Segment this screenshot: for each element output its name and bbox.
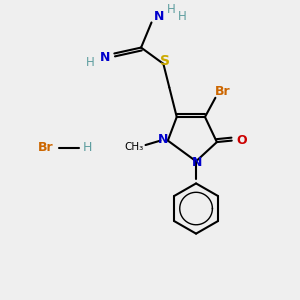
Text: CH₃: CH₃: [124, 142, 144, 152]
Text: S: S: [160, 54, 170, 68]
Text: N: N: [158, 133, 169, 146]
Text: Br: Br: [215, 85, 231, 98]
Text: H: H: [167, 3, 176, 16]
Text: H: H: [83, 142, 92, 154]
Text: N: N: [100, 51, 110, 64]
Text: N: N: [154, 10, 165, 23]
Text: H: H: [178, 10, 187, 23]
Text: O: O: [237, 134, 248, 147]
Text: H: H: [86, 56, 95, 69]
Text: N: N: [192, 156, 203, 169]
Text: Br: Br: [38, 142, 54, 154]
